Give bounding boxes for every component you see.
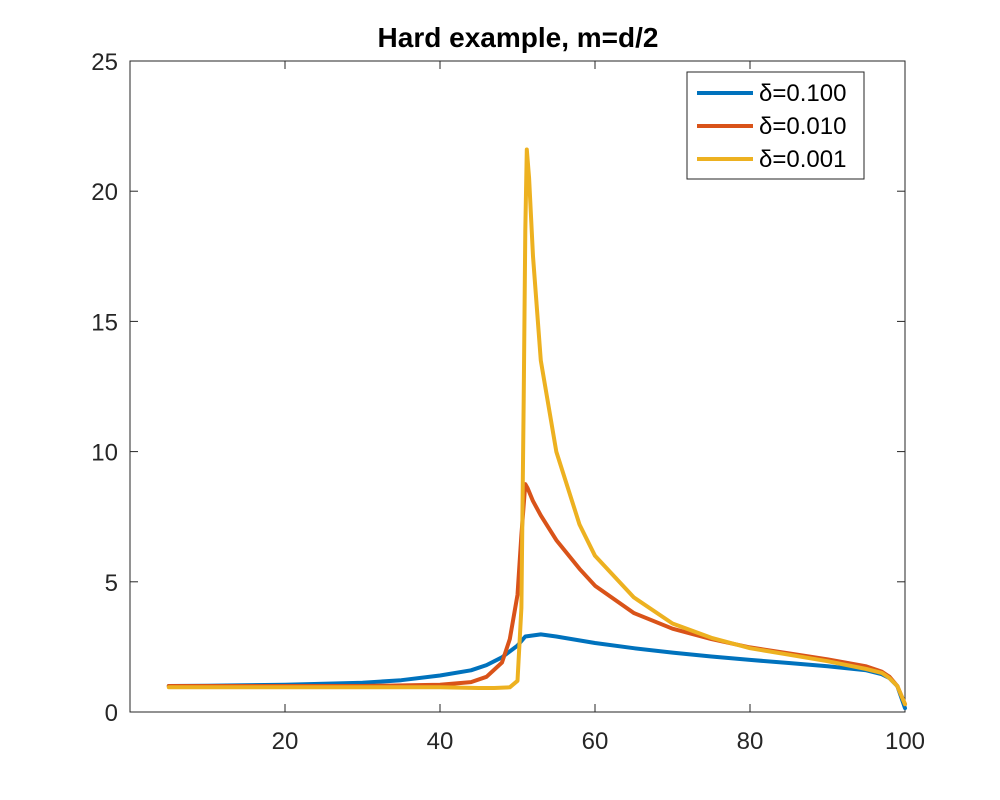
y-tick-label: 15: [91, 309, 118, 336]
series-line-2: [166, 482, 907, 707]
chart-title: Hard example, m=d/2: [378, 22, 659, 53]
y-tick-label: 5: [105, 570, 118, 597]
legend-entry-label: δ=0.001: [759, 146, 846, 173]
x-tick-label: 100: [885, 728, 925, 755]
x-tick-label: 20: [272, 728, 299, 755]
axis-ticks: 20 40 60 80 100 0 5 10 15 20 25: [91, 49, 925, 755]
y-tick-label: 10: [91, 440, 118, 467]
legend: δ=0.100 δ=0.010 δ=0.001: [686, 71, 865, 180]
y-tick-label: 25: [91, 49, 118, 76]
x-tick-label: 80: [737, 728, 764, 755]
y-tick-label: 0: [105, 700, 118, 727]
y-tick-label: 20: [91, 179, 118, 206]
x-tick-label: 60: [582, 728, 609, 755]
series-line-3: [166, 147, 907, 707]
legend-entry-label: δ=0.100: [759, 80, 846, 107]
x-tick-label: 40: [427, 728, 454, 755]
legend-entry-label: δ=0.010: [759, 113, 846, 140]
series-lines: [166, 147, 907, 711]
